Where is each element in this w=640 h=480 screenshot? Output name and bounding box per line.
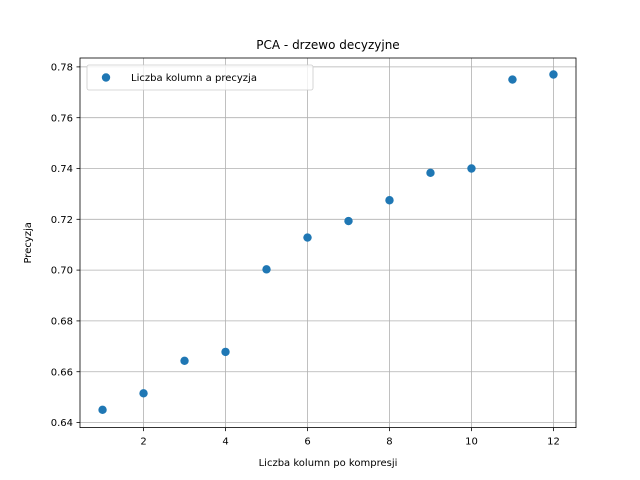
data-point — [139, 389, 148, 398]
x-tick-label: 12 — [547, 437, 560, 448]
legend-marker — [101, 73, 111, 82]
data-point — [467, 164, 476, 173]
y-tick-label: 0.64 — [51, 418, 73, 429]
x-tick-label: 10 — [465, 437, 478, 448]
y-axis-label: Precyzja — [23, 222, 34, 263]
x-axis-ticks: 2 4 6 8 10 12 — [140, 427, 560, 448]
y-tick-label: 0.74 — [51, 164, 73, 175]
data-point — [426, 168, 435, 178]
y-tick-label: 0.66 — [51, 367, 73, 378]
x-tick-label: 4 — [222, 437, 228, 448]
legend-label: Liczba kolumn a precyzja — [131, 73, 257, 84]
data-point — [344, 216, 353, 226]
data-point — [508, 75, 517, 84]
y-tick-label: 0.78 — [51, 62, 73, 73]
y-tick-label: 0.72 — [51, 215, 73, 226]
x-tick-label: 8 — [386, 437, 392, 448]
data-point — [262, 265, 271, 274]
x-axis-label: Liczba kolumn po kompresji — [259, 458, 398, 469]
chart-title: PCA - drzewo decyzyjne — [256, 38, 399, 52]
legend-box — [86, 64, 314, 91]
grid — [80, 58, 576, 428]
data-point — [303, 233, 312, 242]
y-tick-label: 0.70 — [51, 266, 73, 277]
data-point — [549, 70, 558, 79]
y-tick-label: 0.68 — [51, 317, 73, 328]
y-tick-label: 0.76 — [51, 113, 73, 124]
legend: Liczba kolumn a precyzja — [86, 64, 314, 91]
x-tick-label: 6 — [304, 437, 310, 448]
x-tick-label: 2 — [140, 437, 146, 448]
plot-frame — [79, 57, 577, 429]
data-point — [98, 405, 107, 415]
data-point — [385, 196, 394, 205]
data-point — [180, 356, 189, 365]
data-points — [98, 70, 558, 415]
data-point — [221, 347, 230, 357]
y-axis-ticks: 0.64 0.66 0.68 0.70 0.72 0.74 0.76 0.78 — [51, 62, 80, 429]
